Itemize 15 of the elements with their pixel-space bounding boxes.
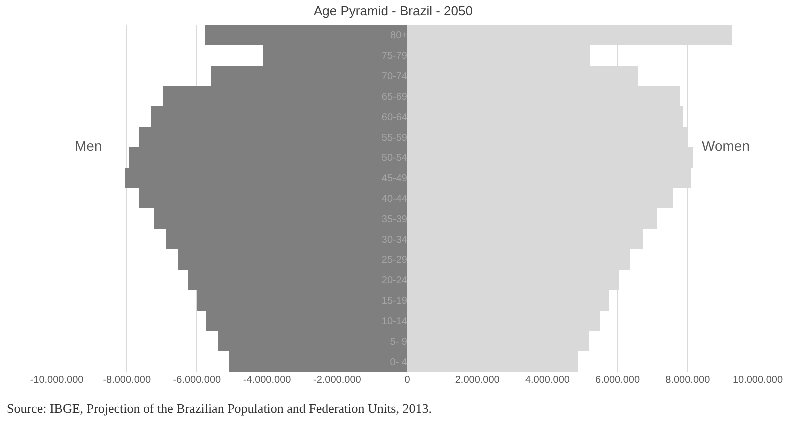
source-note: Source: IBGE, Projection of the Brazilian Population and Federation Units, 2013. xyxy=(7,401,432,416)
x-tick-label: -4.000.000 xyxy=(243,375,292,386)
series-label: Women xyxy=(702,138,750,154)
x-tick-label: -8.000.000 xyxy=(103,375,152,386)
x-tick-label: -2.000.000 xyxy=(313,375,362,386)
x-tick-label: 8.000.000 xyxy=(666,375,711,386)
x-tick-label: 10.000.000 xyxy=(732,375,784,386)
x-tick-label: -6.000.000 xyxy=(173,375,222,386)
x-tick-label: -10.000.000 xyxy=(30,375,84,386)
series-label: Men xyxy=(75,138,102,154)
x-tick-label: 4.000.000 xyxy=(525,375,570,386)
x-tick-label: 2.000.000 xyxy=(455,375,500,386)
chart-title: Age Pyramid - Brazil - 2050 xyxy=(314,3,473,18)
x-tick-label: 6.000.000 xyxy=(596,375,640,386)
x-tick-label: 0 xyxy=(404,375,411,386)
